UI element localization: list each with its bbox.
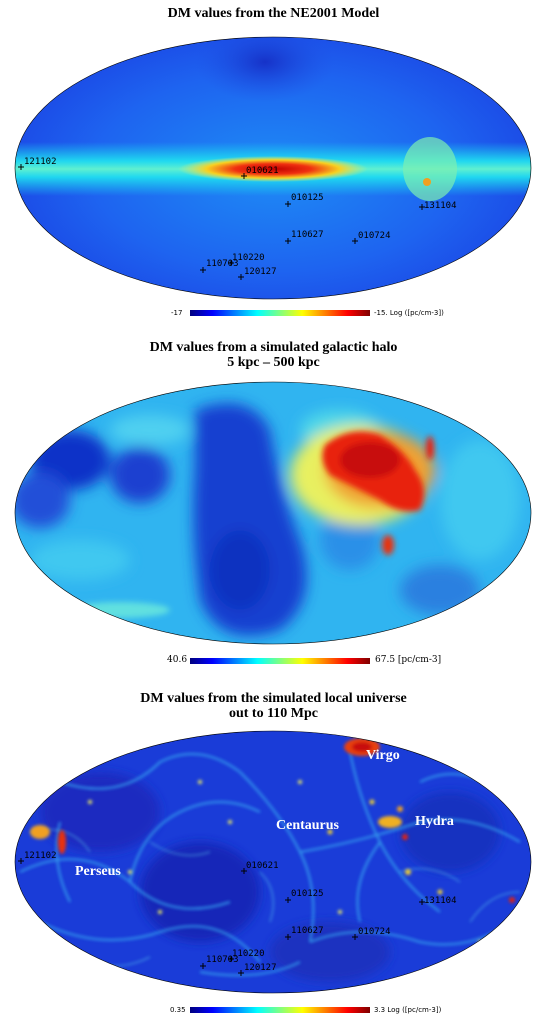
marker-131104: 131104	[419, 201, 457, 211]
svg-text:120127: 120127	[244, 963, 277, 973]
marker-110627: 110627	[285, 926, 324, 940]
marker-131104: 131104	[419, 896, 457, 906]
skymap-galactic-halo	[14, 381, 532, 645]
marker-121102: 121102	[18, 157, 57, 170]
svg-text:010724: 010724	[358, 927, 391, 937]
marker-group-ne2001: 121102 010621 010125 131104 110627 01072…	[18, 157, 457, 280]
svg-text:010621: 010621	[246, 861, 279, 871]
marker-110220: 110220	[228, 253, 265, 266]
region-label-centaurus: Centaurus	[276, 818, 340, 833]
marker-010621: 010621	[241, 861, 279, 874]
colorbar-min-ne2001: -17	[171, 309, 183, 317]
colorbar-min-halo: 40.6	[167, 655, 188, 665]
marker-010724: 010724	[352, 927, 391, 940]
marker-110703: 110703	[200, 955, 239, 969]
colorbar-max-universe: 3.3 Log ([pc/cm-3])	[374, 1006, 442, 1014]
panel-title-universe-line2: out to 110 Mpc	[228, 706, 319, 721]
marker-121102: 121102	[18, 851, 57, 864]
region-label-hydra: Hydra	[415, 814, 454, 829]
svg-text:121102: 121102	[24, 851, 57, 861]
marker-group-universe: 121102 010621 010125 131104 110627 01072…	[18, 851, 457, 976]
panel-local-universe: DM values from the simulated local unive…	[0, 690, 547, 1019]
colorbar-max-halo: 67.5 [pc/cm-3]	[375, 655, 442, 665]
marker-110703: 110703	[200, 259, 239, 273]
marker-010621: 010621	[241, 166, 279, 179]
colorbar-universe	[190, 1007, 370, 1013]
panel-title-universe-line1: DM values from the simulated local unive…	[140, 691, 407, 706]
svg-text:110220: 110220	[232, 949, 265, 959]
marker-110220: 110220	[228, 949, 265, 962]
svg-text:121102: 121102	[24, 157, 57, 167]
svg-text:110703: 110703	[206, 259, 239, 269]
colorbar-max-ne2001: -15. Log ([pc/cm-3])	[374, 309, 444, 317]
region-label-group: Virgo Centaurus Hydra Perseus	[75, 748, 454, 879]
colorbar-min-universe: 0.35	[170, 1006, 186, 1014]
marker-010125: 010125	[285, 889, 324, 903]
panel-galactic-halo: DM values from a simulated galactic halo…	[0, 330, 547, 670]
svg-text:010621: 010621	[246, 166, 279, 176]
colorbar-ne2001	[190, 310, 370, 316]
svg-text:120127: 120127	[244, 267, 277, 277]
colorbar-halo	[190, 658, 370, 664]
svg-text:110627: 110627	[291, 230, 324, 240]
svg-text:131104: 131104	[424, 896, 457, 906]
svg-text:010125: 010125	[291, 889, 324, 899]
skymap-local-universe: Virgo Centaurus Hydra Perseus 121102 010…	[14, 730, 532, 994]
svg-text:010724: 010724	[358, 231, 391, 241]
region-label-perseus: Perseus	[75, 864, 121, 879]
marker-110627: 110627	[285, 230, 324, 244]
panel-title-halo-line1: DM values from a simulated galactic halo	[149, 340, 398, 355]
svg-text:110627: 110627	[291, 926, 324, 936]
marker-120127: 120127	[238, 267, 277, 280]
marker-010724: 010724	[352, 231, 391, 244]
svg-text:110703: 110703	[206, 955, 239, 965]
marker-120127: 120127	[238, 963, 277, 976]
panel-title-ne2001: DM values from the NE2001 Model	[167, 6, 380, 21]
svg-text:131104: 131104	[424, 201, 457, 211]
marker-010125: 010125	[285, 193, 324, 207]
panel-ne2001: DM values from the NE2001 Model	[0, 0, 547, 320]
skymap-ne2001: 121102 010621 010125 131104 110627 01072…	[14, 36, 532, 300]
svg-text:010125: 010125	[291, 193, 324, 203]
panel-title-halo-line2: 5 kpc – 500 kpc	[227, 355, 320, 370]
svg-text:110220: 110220	[232, 253, 265, 263]
region-label-virgo: Virgo	[366, 748, 400, 763]
